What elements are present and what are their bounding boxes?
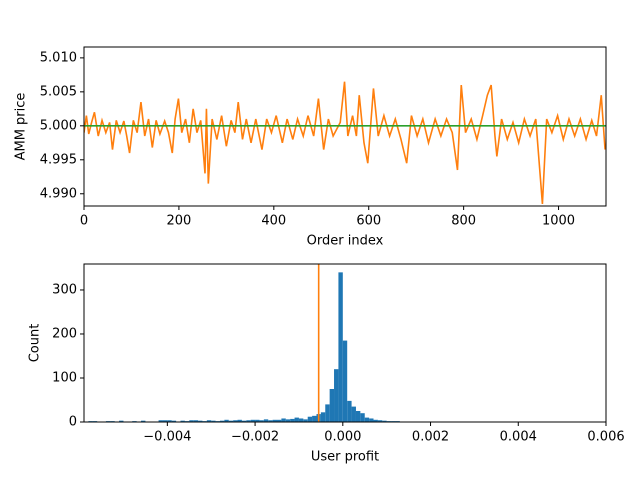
histogram-bar	[206, 420, 212, 422]
y-tick-label: 5.005	[40, 84, 77, 99]
histogram-bar	[224, 419, 229, 422]
histogram-bar	[320, 412, 326, 422]
histogram-bar	[211, 420, 216, 422]
histogram-bar	[382, 420, 387, 422]
x-tick-label: −0.002	[231, 430, 279, 445]
plot-area	[84, 81, 606, 205]
histogram-bar	[250, 419, 256, 422]
histogram-bar	[237, 419, 242, 422]
histogram-bar	[294, 417, 299, 422]
histogram-bar	[241, 420, 247, 422]
histogram-bar	[351, 406, 356, 422]
histogram-bar	[285, 419, 291, 422]
histogram-bar	[342, 340, 348, 422]
histogram-bar	[162, 420, 168, 422]
x-axis-label: User profit	[311, 450, 379, 465]
x-tick-label: 200	[166, 214, 191, 229]
y-axis-label: AMM price	[14, 93, 29, 161]
x-tick-label: 0.002	[412, 430, 449, 445]
histogram-bar	[189, 420, 194, 422]
histogram-bar	[119, 420, 124, 422]
y-tick-label: 4.990	[40, 186, 77, 201]
x-axis-label: Order index	[307, 234, 384, 249]
y-tick-label: 5.000	[40, 118, 77, 133]
axes-frame	[83, 46, 607, 207]
histogram-bar	[338, 272, 343, 422]
histogram-bar	[277, 419, 282, 422]
x-tick-label: 400	[261, 214, 286, 229]
histogram-bar	[228, 420, 234, 422]
y-axis-label: Count	[28, 324, 43, 363]
histogram-bar	[334, 369, 339, 422]
x-tick-label: 0	[80, 214, 88, 229]
x-tick-label: 0.006	[587, 430, 624, 445]
histogram-bar	[246, 420, 251, 422]
histogram-bar	[167, 420, 172, 422]
x-tick-label: 0.004	[500, 430, 537, 445]
histogram-bar	[329, 388, 335, 422]
histogram-bar	[233, 420, 238, 422]
histogram-bar	[180, 420, 185, 422]
histogram-bar	[141, 420, 146, 422]
histogram-bar	[377, 420, 383, 422]
histogram-bar	[255, 419, 260, 422]
x-tick-label: 0.000	[324, 430, 361, 445]
histogram-bar	[272, 419, 278, 422]
histogram-bar	[364, 417, 370, 422]
histogram-bar	[303, 419, 308, 422]
histogram-bar	[268, 420, 273, 422]
histogram-bar	[298, 418, 304, 422]
x-tick-label: 600	[356, 214, 381, 229]
histogram-bar	[263, 419, 269, 422]
y-tick-label: 200	[52, 326, 77, 341]
y-tick-label: 100	[52, 370, 77, 385]
histogram-bar	[312, 415, 317, 422]
histogram-bar	[347, 400, 352, 422]
histogram-bar	[193, 420, 199, 422]
histogram-bar	[198, 420, 203, 422]
histogram-bar	[355, 410, 361, 422]
histogram-bar	[158, 420, 163, 422]
histogram-bar	[307, 416, 313, 422]
x-tick-label: 1000	[542, 214, 575, 229]
histogram-bar	[219, 420, 225, 422]
histogram-bar	[171, 420, 177, 422]
histogram-bar	[290, 418, 295, 422]
axes-frame	[83, 263, 607, 423]
histogram-bar	[281, 418, 286, 422]
x-tick-label: 800	[451, 214, 476, 229]
histogram-bar	[259, 420, 264, 422]
histogram-bar	[369, 418, 374, 422]
x-tick-label: −0.004	[143, 430, 191, 445]
histogram-bar	[373, 419, 378, 422]
y-tick-label: 300	[52, 282, 77, 297]
y-tick-label: 0	[69, 415, 77, 430]
histogram-bar	[325, 404, 330, 422]
y-tick-label: 4.995	[40, 152, 77, 167]
histogram-bar	[360, 413, 365, 422]
y-tick-label: 5.010	[40, 50, 77, 65]
